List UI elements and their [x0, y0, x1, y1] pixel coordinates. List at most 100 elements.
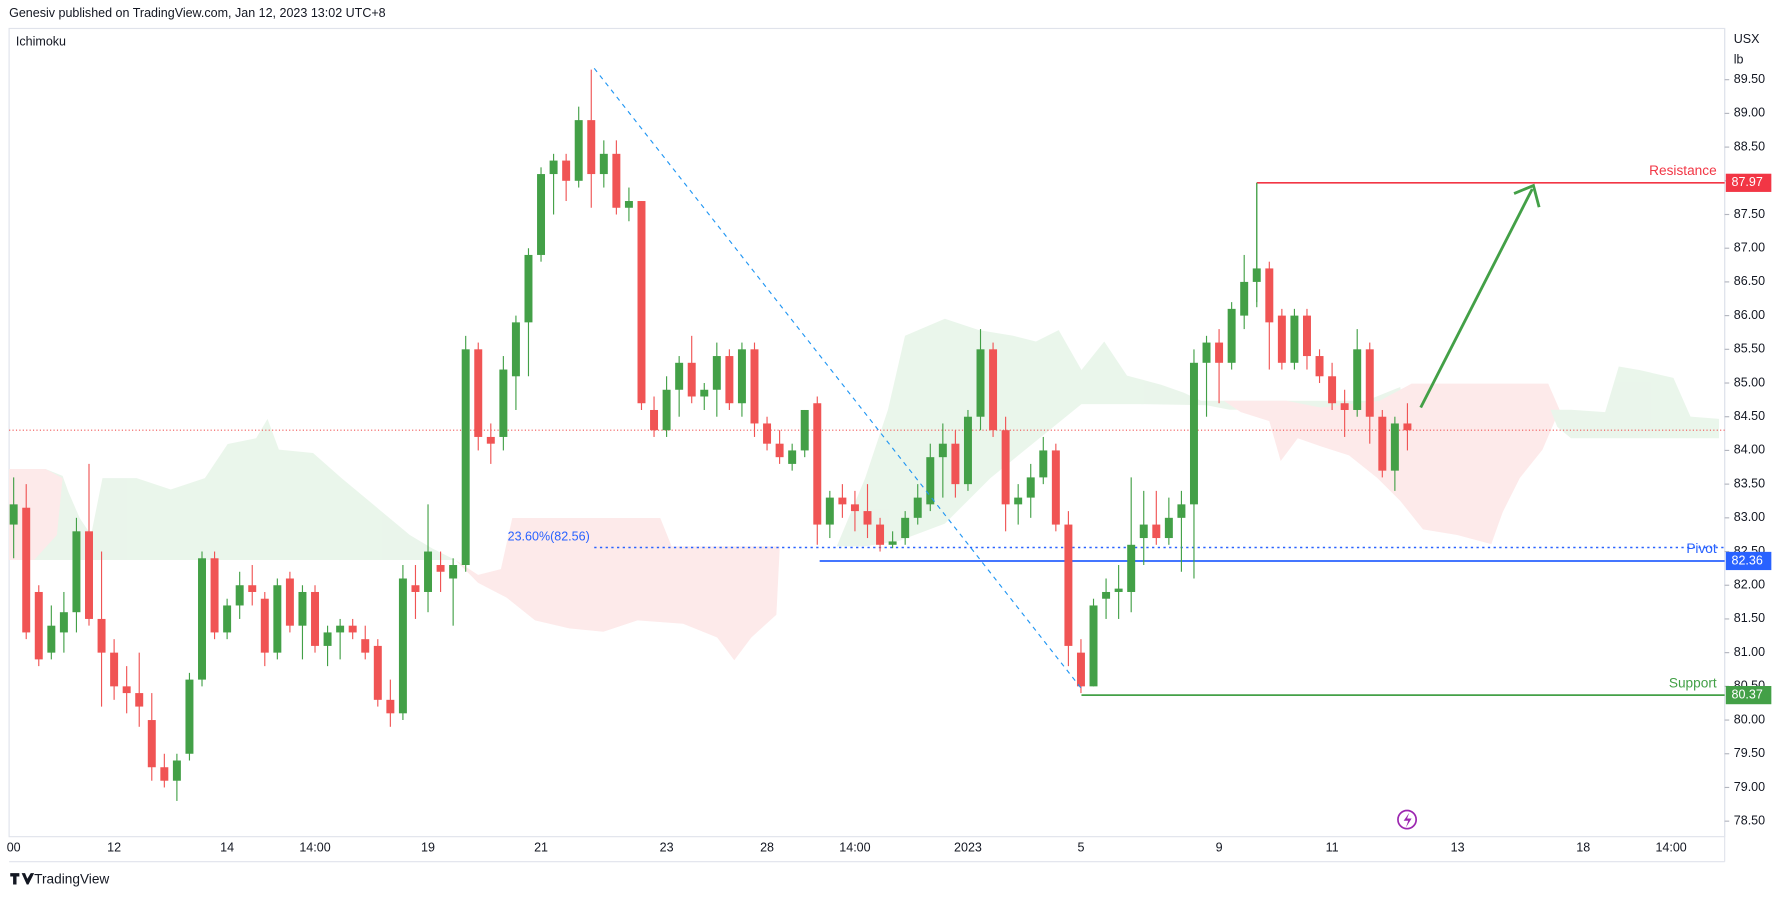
- y-tick-label: 81.00: [1734, 645, 1765, 659]
- candle-body: [1014, 497, 1023, 505]
- y-tick-label: 82.00: [1734, 578, 1765, 592]
- publisher: Genesiv published on TradingView.com, Ja…: [9, 6, 386, 20]
- price-tag: [1725, 173, 1772, 192]
- candle-body: [926, 457, 935, 505]
- trend-line: [593, 67, 1082, 690]
- candle-body: [1315, 356, 1324, 377]
- price-tag: [1725, 551, 1772, 571]
- candle-body: [1001, 430, 1010, 505]
- y-tick-label: 83.00: [1734, 510, 1765, 524]
- candle-body: [901, 517, 910, 539]
- y-tick-label: 84.50: [1734, 409, 1765, 423]
- y-tick-label: 78.50: [1734, 813, 1765, 827]
- candle-body: [160, 767, 169, 781]
- candle-body: [750, 349, 759, 424]
- candle-body: [1064, 524, 1073, 646]
- candle-body: [1378, 416, 1387, 471]
- candle-body: [737, 349, 746, 404]
- candle-body: [248, 585, 257, 592]
- event-icon[interactable]: [1397, 809, 1418, 830]
- candle-body: [1089, 605, 1098, 687]
- svg-text:TradingView: TradingView: [34, 872, 109, 887]
- candle-body: [398, 578, 407, 714]
- y-tick-label: 86.50: [1734, 274, 1765, 288]
- x-tick-label: 14: [220, 840, 234, 854]
- candle-body: [1215, 342, 1224, 363]
- candle-body: [963, 416, 972, 485]
- candle-body: [1177, 504, 1186, 518]
- candle-body: [612, 153, 621, 208]
- candle-body: [1353, 349, 1362, 410]
- candle-body: [135, 693, 144, 707]
- x-tick-label: 14:00: [299, 840, 330, 854]
- candle-body: [813, 403, 822, 525]
- y-tick-label: 79.50: [1734, 746, 1765, 760]
- x-tick-label: 2023: [954, 840, 982, 854]
- candle-body: [1328, 376, 1337, 404]
- x-tick-label: 13: [1451, 840, 1465, 854]
- candle-body: [273, 585, 282, 653]
- candle-body: [1039, 450, 1048, 478]
- y-tick-label: 84.00: [1734, 443, 1765, 457]
- candle-body: [549, 160, 558, 175]
- price-tag-label: 87.97: [1731, 175, 1762, 189]
- event-icon-glyph: [1403, 812, 1412, 828]
- candle-body: [110, 652, 119, 687]
- candle-body: [147, 720, 156, 768]
- y-tick-label: 81.50: [1734, 611, 1765, 625]
- candle-body: [938, 443, 947, 458]
- candle-body: [788, 450, 797, 464]
- candle-body: [486, 436, 495, 444]
- candle-body: [97, 618, 106, 653]
- candle-body: [574, 120, 583, 181]
- candle-body: [22, 507, 31, 633]
- y-tick-label: 87.00: [1734, 241, 1765, 255]
- candle-body: [235, 585, 244, 606]
- y-tick-label: 87.50: [1734, 207, 1765, 221]
- currency: USX: [1734, 32, 1760, 46]
- candle-body: [1189, 362, 1198, 505]
- level-label: Pivot: [1686, 541, 1717, 556]
- candle-body: [1102, 591, 1111, 599]
- y-tick-label: 86.00: [1734, 308, 1765, 322]
- candle-body: [336, 625, 345, 633]
- fib-label: 23.60%(82.56): [508, 530, 590, 544]
- candle-body: [989, 349, 998, 431]
- candle-body: [1026, 477, 1035, 498]
- candle-body: [9, 504, 18, 525]
- y-tick-label: 79.00: [1734, 780, 1765, 794]
- candle-body: [1164, 517, 1173, 539]
- candle-body: [913, 497, 922, 518]
- candle-body: [323, 632, 332, 646]
- candle-body: [1152, 524, 1161, 539]
- level-label: Support: [1669, 675, 1717, 690]
- candle-body: [511, 322, 520, 377]
- candle-body: [260, 598, 269, 653]
- brand: TradingView: [10, 872, 109, 887]
- candle-body: [1290, 315, 1299, 363]
- candle-body: [1365, 349, 1374, 417]
- candle-body: [47, 625, 56, 653]
- candle-body: [85, 531, 93, 619]
- x-tick-label: 14:00: [839, 840, 870, 854]
- candle-body: [763, 423, 772, 444]
- marks: [9, 69, 1412, 801]
- candle-body: [1302, 315, 1311, 357]
- y-tick-label: 89.50: [1734, 72, 1765, 86]
- candle-body: [687, 362, 696, 397]
- candle-body: [1240, 281, 1249, 316]
- candle-body: [72, 531, 81, 613]
- x-tick-label: 00: [7, 840, 21, 854]
- candle-body: [461, 349, 470, 566]
- candle-body: [223, 605, 232, 633]
- x-tick-label: 12: [107, 840, 121, 854]
- candle-body: [1252, 268, 1261, 282]
- candle-body: [537, 174, 546, 255]
- candle-body: [172, 760, 181, 781]
- x-tick-label: 19: [421, 840, 435, 854]
- candle-body: [675, 362, 684, 390]
- candle-body: [373, 645, 382, 700]
- price-tag-label: 80.37: [1731, 687, 1762, 701]
- y-tick-label: 85.00: [1734, 375, 1765, 389]
